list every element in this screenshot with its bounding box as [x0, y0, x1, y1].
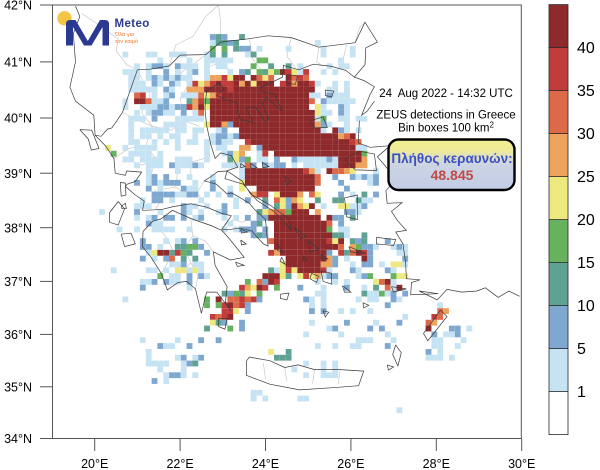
svg-text:Πλήθος κεραυνών:: Πλήθος κεραυνών:: [391, 151, 512, 166]
svg-text:34°N: 34°N: [4, 432, 32, 446]
svg-text:42°N: 42°N: [4, 0, 32, 13]
svg-text:20: 20: [577, 212, 595, 229]
svg-text:48.845: 48.845: [431, 167, 474, 183]
svg-text:22°E: 22°E: [166, 457, 193, 470]
svg-text:41°N: 41°N: [4, 56, 32, 70]
svg-text:26°E: 26°E: [337, 457, 364, 470]
svg-text:35: 35: [577, 83, 595, 100]
svg-text:τον καιρό: τον καιρό: [115, 38, 138, 45]
svg-text:36°N: 36°N: [4, 328, 32, 342]
svg-text:Meteo: Meteo: [115, 18, 150, 30]
svg-text:5: 5: [577, 341, 586, 358]
svg-text:40°N: 40°N: [4, 112, 32, 126]
svg-text:Bin boxes 100 km2: Bin boxes 100 km2: [398, 121, 494, 135]
svg-text:35°N: 35°N: [4, 380, 32, 394]
svg-text:39°N: 39°N: [4, 167, 32, 181]
svg-text:24°E: 24°E: [252, 457, 279, 470]
svg-text:40: 40: [577, 40, 595, 57]
svg-text:38°N: 38°N: [4, 221, 32, 235]
svg-text:30°E: 30°E: [508, 457, 535, 470]
svg-text:28°E: 28°E: [423, 457, 450, 470]
svg-text:Όλα για: Όλα για: [114, 32, 135, 38]
svg-text:20°E: 20°E: [81, 457, 108, 470]
svg-text:15: 15: [577, 255, 595, 272]
svg-text:37°N: 37°N: [4, 275, 32, 289]
svg-text:10: 10: [577, 298, 595, 315]
svg-text:24 Aug 2022 - 14:32 UTC: 24 Aug 2022 - 14:32 UTC: [379, 88, 513, 100]
svg-text:1: 1: [577, 384, 586, 401]
svg-text:30: 30: [577, 126, 595, 143]
svg-text:ZEUS detections in Greece: ZEUS detections in Greece: [376, 110, 515, 122]
svg-text:25: 25: [577, 169, 595, 186]
